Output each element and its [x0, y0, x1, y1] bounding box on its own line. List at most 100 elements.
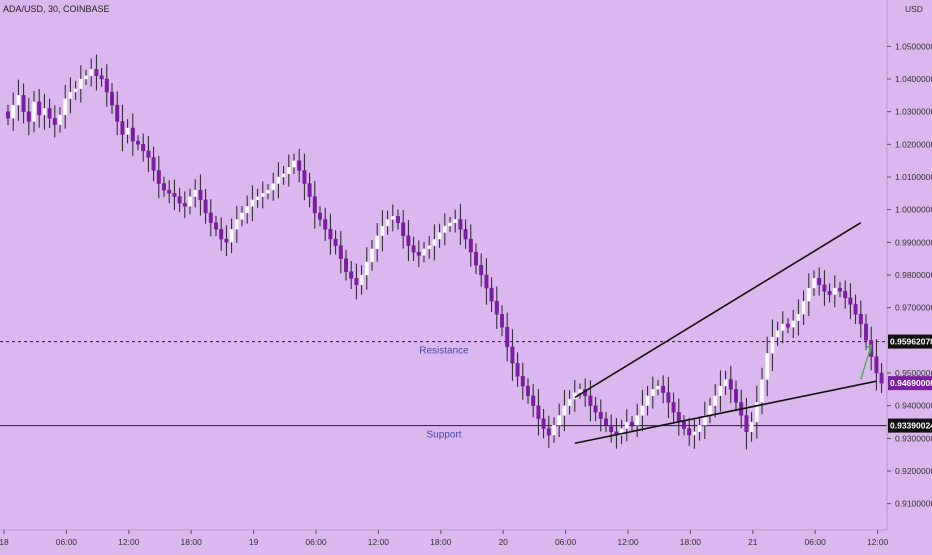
- trendline: [574, 222, 862, 399]
- candle-body: [16, 95, 21, 106]
- candle-body: [130, 127, 135, 142]
- candle-body: [260, 193, 265, 197]
- candle-body: [546, 428, 551, 436]
- candle-body: [557, 415, 562, 426]
- x-tick-label: 18:00: [680, 537, 702, 547]
- candle-body: [598, 412, 603, 419]
- x-tick-label: 12:00: [118, 537, 140, 547]
- candle-body: [333, 238, 338, 246]
- candle-body: [728, 379, 733, 390]
- candle-body: [531, 395, 536, 406]
- candle-body: [609, 425, 614, 432]
- candle-body: [671, 402, 676, 413]
- candle-body: [666, 392, 671, 403]
- candle-body: [109, 91, 114, 106]
- candle-body: [500, 314, 505, 328]
- candle-body: [588, 395, 593, 406]
- candle-body: [302, 170, 307, 184]
- candle-body: [536, 405, 541, 419]
- x-tick-label: 06:00: [305, 537, 327, 547]
- candle-body: [245, 206, 250, 214]
- candle-body: [89, 68, 94, 76]
- candle-body: [697, 425, 702, 432]
- x-tick-label: 18:00: [181, 537, 203, 547]
- price-axis[interactable]: 1.05000000 1.04000000 1.03000000 1.02000000…: [887, 41, 932, 509]
- candle-body: [187, 196, 192, 207]
- candle-body: [780, 323, 785, 331]
- price-badges: 0.95962078 0.93390024 0.94690000: [888, 334, 932, 433]
- candle-body: [281, 173, 286, 178]
- candle-body: [858, 314, 863, 325]
- candle-body: [515, 363, 520, 377]
- level-label-resistance: Resistance: [419, 346, 469, 357]
- x-tick-label: 12:00: [617, 537, 639, 547]
- candle-body: [141, 144, 146, 152]
- candle-body: [463, 229, 468, 240]
- time-axis[interactable]: 18 06:00 12:00 18:00 19 06:00 12:00 18:00 20 06:0…: [0, 530, 889, 547]
- y-tick-label: 0.94000000: [895, 401, 932, 411]
- candle-body: [723, 379, 728, 387]
- level-badge-support: 0.93390024: [890, 421, 932, 431]
- candle-body: [104, 78, 109, 93]
- y-tick-label: 1.05000000: [895, 41, 932, 51]
- candle-body: [604, 418, 609, 426]
- candle-body: [115, 104, 120, 122]
- level-label-support: Support: [426, 430, 461, 441]
- candle-body: [83, 75, 88, 80]
- candle-body: [484, 274, 489, 289]
- candle-body: [562, 405, 567, 416]
- candle-body: [21, 95, 26, 112]
- candle-body: [541, 418, 546, 429]
- candle-body: [385, 219, 390, 227]
- candle-body: [286, 166, 291, 174]
- candle-body: [864, 323, 869, 341]
- candle-body: [380, 225, 385, 237]
- level-badge-support-bg: [888, 418, 932, 433]
- candle-body: [505, 327, 510, 348]
- candle-body: [474, 251, 479, 266]
- y-tick-label: 1.03000000: [895, 107, 932, 117]
- x-tick-label: 19: [249, 537, 259, 547]
- candle-body: [593, 405, 598, 413]
- candle-body: [344, 258, 349, 272]
- candle-body: [853, 304, 858, 315]
- candle-body: [276, 176, 281, 184]
- x-tick-label: 06:00: [56, 537, 78, 547]
- y-tick-label: 1.01000000: [895, 172, 932, 182]
- candle-body: [640, 405, 645, 416]
- candle-body: [213, 222, 218, 230]
- candle-body: [37, 101, 42, 116]
- candle-body: [416, 251, 421, 256]
- candle-body: [510, 346, 515, 364]
- candle-body: [156, 170, 161, 184]
- level-badge-resistance-bg: [888, 334, 932, 349]
- candle-body: [879, 372, 884, 384]
- candle-body: [266, 189, 271, 194]
- candle-body: [713, 395, 718, 406]
- candle-body: [843, 291, 848, 299]
- candle-body: [318, 212, 323, 220]
- candle-body: [63, 98, 68, 116]
- candle-body: [42, 108, 47, 116]
- candle-body: [120, 121, 125, 135]
- candle-body: [801, 300, 806, 315]
- candle-body: [702, 415, 707, 426]
- candle-body: [796, 314, 801, 321]
- candle-body: [208, 212, 213, 223]
- candle-body: [817, 278, 822, 285]
- candle-body: [47, 108, 52, 119]
- candle-body: [52, 117, 57, 125]
- candle-body: [848, 297, 853, 305]
- candle-body: [406, 235, 411, 246]
- candle-body: [161, 183, 166, 191]
- candle-body: [172, 193, 177, 197]
- candle-body: [11, 104, 16, 119]
- candle-body: [760, 379, 765, 403]
- y-tick-label: 0.95000000: [895, 368, 932, 378]
- candle-body: [645, 395, 650, 406]
- candle-body: [146, 150, 151, 158]
- candle-body: [359, 274, 364, 286]
- candle-body: [494, 300, 499, 315]
- candle-body: [656, 385, 661, 390]
- y-tick-label: 0.98000000: [895, 270, 932, 280]
